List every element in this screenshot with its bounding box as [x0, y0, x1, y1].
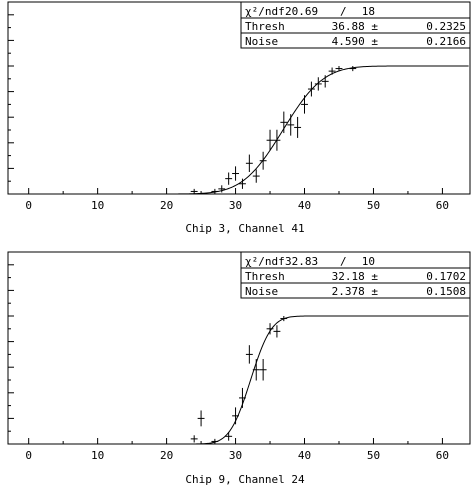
stat-value: 32.18 ±	[332, 270, 379, 283]
stats-box-frame	[240, 1, 471, 49]
stat-label: Thresh	[245, 20, 285, 33]
stat-error: 0.2325	[426, 20, 466, 33]
x-tick-label: 10	[91, 199, 104, 212]
x-tick-label: 20	[160, 199, 173, 212]
x-tick-label: 0	[25, 449, 32, 462]
x-tick-label: 30	[229, 449, 242, 462]
x-tick-label: 50	[367, 449, 380, 462]
chi2-label: χ²/ndf	[245, 255, 285, 268]
panel-caption: Chip 3, Channel 41	[185, 222, 304, 235]
plot-frame	[7, 1, 471, 195]
x-tick-label: 30	[229, 199, 242, 212]
stat-error: 0.1702	[426, 270, 466, 283]
x-tick-label: 0	[25, 199, 32, 212]
x-tick-label: 20	[160, 449, 173, 462]
chi2-separator: /	[340, 255, 347, 268]
chi2-value: 20.69	[285, 5, 318, 18]
stat-error: 0.1508	[426, 285, 466, 298]
chi2-separator: /	[340, 5, 347, 18]
x-tick-label: 40	[298, 449, 311, 462]
stats-box-frame	[240, 251, 471, 299]
stats-box: χ²/ndf 20.69 / 18 Thresh 36.88 ± 0.2325 Noise 4.…	[240, 1, 471, 49]
x-tick-label: 40	[298, 199, 311, 212]
x-tick-label: 60	[436, 449, 449, 462]
fit-curve	[166, 65, 469, 195]
stats-box: χ²/ndf 32.83 / 10 Thresh 32.18 ± 0.1702 Noise 2.…	[240, 251, 471, 299]
chi2-value: 32.83	[285, 255, 318, 268]
stat-value: 2.378 ±	[332, 285, 379, 298]
ndf-value: 10	[362, 255, 375, 268]
ndf-value: 18	[362, 5, 375, 18]
stat-error: 0.2166	[426, 35, 466, 48]
stat-label: Thresh	[245, 270, 285, 283]
x-tick-label: 10	[91, 449, 104, 462]
plot-frame	[7, 251, 471, 445]
panel-caption: Chip 9, Channel 24	[185, 473, 305, 486]
chi2-label: χ²/ndf	[245, 5, 285, 18]
stat-value: 4.590 ±	[332, 35, 379, 48]
fit-curve	[166, 315, 469, 445]
stat-label: Noise	[245, 35, 278, 48]
stat-label: Noise	[245, 285, 278, 298]
x-tick-label: 50	[367, 199, 380, 212]
stat-value: 36.88 ±	[332, 20, 379, 33]
chart-panel-bottom: 0102030405060010203040506070χ²/ndf32.83/…	[7, 251, 471, 486]
chart-panel-top: 0102030405060010203040506070χ²/ndf20.69/…	[7, 1, 471, 235]
x-tick-label: 60	[436, 199, 449, 212]
